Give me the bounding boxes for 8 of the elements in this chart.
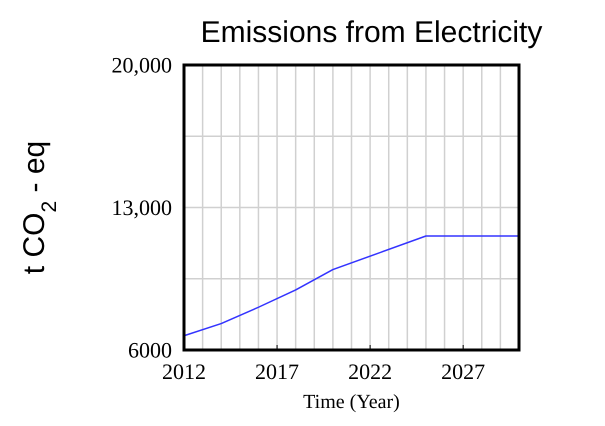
- y-tick-label: 13,000: [112, 195, 172, 220]
- y-tick-label: 20,000: [112, 52, 172, 78]
- x-tick-label: 2017: [255, 359, 300, 384]
- x-tick-label: 2022: [348, 359, 392, 384]
- x-axis-title: Time (Year): [303, 391, 400, 413]
- line-series: [183, 235, 520, 336]
- x-tick-label: 2027: [441, 359, 486, 384]
- chart-title: Emissions from Electricity: [200, 16, 542, 49]
